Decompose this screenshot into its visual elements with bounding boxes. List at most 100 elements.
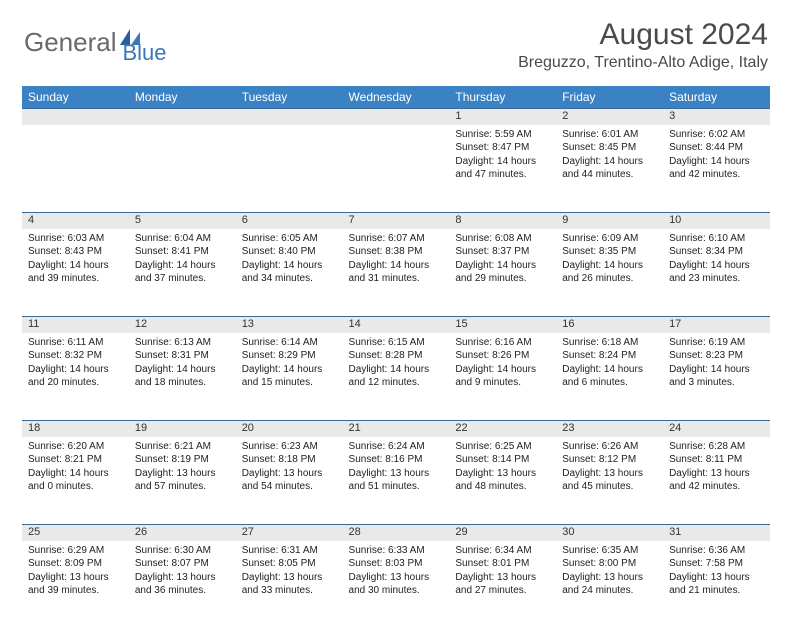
sunrise-line: Sunrise: 6:07 AM bbox=[349, 232, 444, 246]
day-number: 30 bbox=[556, 525, 663, 541]
daylight-line: Daylight: 14 hours and 29 minutes. bbox=[455, 259, 550, 286]
daynum-row: 45678910 bbox=[22, 213, 770, 229]
day-number bbox=[343, 109, 450, 125]
day-number: 9 bbox=[556, 213, 663, 229]
sunrise-line: Sunrise: 6:15 AM bbox=[349, 336, 444, 350]
sunrise-line: Sunrise: 6:21 AM bbox=[135, 440, 230, 454]
day-number: 21 bbox=[343, 421, 450, 437]
daylight-line: Daylight: 14 hours and 18 minutes. bbox=[135, 363, 230, 390]
sunrise-line: Sunrise: 6:10 AM bbox=[669, 232, 764, 246]
day-number: 10 bbox=[663, 213, 770, 229]
sunset-line: Sunset: 8:26 PM bbox=[455, 349, 550, 363]
day-cell: Sunrise: 6:28 AMSunset: 8:11 PMDaylight:… bbox=[663, 437, 770, 525]
header: General Blue August 2024 Breguzzo, Trent… bbox=[0, 0, 792, 80]
daylight-line: Daylight: 14 hours and 44 minutes. bbox=[562, 155, 657, 182]
weekday-header: Saturday bbox=[663, 86, 770, 109]
day-cell: Sunrise: 6:09 AMSunset: 8:35 PMDaylight:… bbox=[556, 229, 663, 317]
sunrise-line: Sunrise: 6:28 AM bbox=[669, 440, 764, 454]
sunrise-line: Sunrise: 6:34 AM bbox=[455, 544, 550, 558]
data-row: Sunrise: 6:03 AMSunset: 8:43 PMDaylight:… bbox=[22, 229, 770, 317]
day-number: 14 bbox=[343, 317, 450, 333]
day-number: 25 bbox=[22, 525, 129, 541]
daylight-line: Daylight: 13 hours and 21 minutes. bbox=[669, 571, 764, 598]
sunrise-line: Sunrise: 6:14 AM bbox=[242, 336, 337, 350]
sunset-line: Sunset: 8:23 PM bbox=[669, 349, 764, 363]
day-number: 26 bbox=[129, 525, 236, 541]
sunrise-line: Sunrise: 6:31 AM bbox=[242, 544, 337, 558]
sunrise-line: Sunrise: 6:36 AM bbox=[669, 544, 764, 558]
weekday-header: Friday bbox=[556, 86, 663, 109]
day-number bbox=[129, 109, 236, 125]
month-title: August 2024 bbox=[518, 18, 768, 52]
sunset-line: Sunset: 8:37 PM bbox=[455, 245, 550, 259]
day-number: 20 bbox=[236, 421, 343, 437]
sunrise-line: Sunrise: 6:05 AM bbox=[242, 232, 337, 246]
sunrise-line: Sunrise: 6:26 AM bbox=[562, 440, 657, 454]
daylight-line: Daylight: 14 hours and 0 minutes. bbox=[28, 467, 123, 494]
sunset-line: Sunset: 8:07 PM bbox=[135, 557, 230, 571]
sunset-line: Sunset: 8:09 PM bbox=[28, 557, 123, 571]
daynum-row: 11121314151617 bbox=[22, 317, 770, 333]
sunset-line: Sunset: 8:12 PM bbox=[562, 453, 657, 467]
daylight-line: Daylight: 14 hours and 6 minutes. bbox=[562, 363, 657, 390]
daynum-row: 25262728293031 bbox=[22, 525, 770, 541]
day-cell: Sunrise: 6:36 AMSunset: 7:58 PMDaylight:… bbox=[663, 541, 770, 629]
sunset-line: Sunset: 8:32 PM bbox=[28, 349, 123, 363]
day-cell bbox=[129, 125, 236, 213]
calendar-table: SundayMondayTuesdayWednesdayThursdayFrid… bbox=[22, 86, 770, 629]
day-number: 13 bbox=[236, 317, 343, 333]
weekday-header: Wednesday bbox=[343, 86, 450, 109]
sunset-line: Sunset: 8:35 PM bbox=[562, 245, 657, 259]
daylight-line: Daylight: 13 hours and 24 minutes. bbox=[562, 571, 657, 598]
day-number: 8 bbox=[449, 213, 556, 229]
daylight-line: Daylight: 13 hours and 45 minutes. bbox=[562, 467, 657, 494]
sunset-line: Sunset: 8:45 PM bbox=[562, 141, 657, 155]
day-cell: Sunrise: 6:19 AMSunset: 8:23 PMDaylight:… bbox=[663, 333, 770, 421]
day-number: 1 bbox=[449, 109, 556, 125]
logo-text-blue: Blue bbox=[123, 40, 167, 66]
day-cell bbox=[236, 125, 343, 213]
sunrise-line: Sunrise: 6:01 AM bbox=[562, 128, 657, 142]
weekday-header: Thursday bbox=[449, 86, 556, 109]
day-cell: Sunrise: 6:13 AMSunset: 8:31 PMDaylight:… bbox=[129, 333, 236, 421]
sunset-line: Sunset: 8:34 PM bbox=[669, 245, 764, 259]
day-cell: Sunrise: 6:34 AMSunset: 8:01 PMDaylight:… bbox=[449, 541, 556, 629]
daylight-line: Daylight: 14 hours and 39 minutes. bbox=[28, 259, 123, 286]
daylight-line: Daylight: 13 hours and 36 minutes. bbox=[135, 571, 230, 598]
sunset-line: Sunset: 8:44 PM bbox=[669, 141, 764, 155]
daylight-line: Daylight: 14 hours and 20 minutes. bbox=[28, 363, 123, 390]
day-cell: Sunrise: 6:15 AMSunset: 8:28 PMDaylight:… bbox=[343, 333, 450, 421]
day-cell: Sunrise: 6:10 AMSunset: 8:34 PMDaylight:… bbox=[663, 229, 770, 317]
day-cell: Sunrise: 6:35 AMSunset: 8:00 PMDaylight:… bbox=[556, 541, 663, 629]
day-number: 24 bbox=[663, 421, 770, 437]
day-number bbox=[236, 109, 343, 125]
day-number: 31 bbox=[663, 525, 770, 541]
daylight-line: Daylight: 14 hours and 47 minutes. bbox=[455, 155, 550, 182]
sunset-line: Sunset: 8:24 PM bbox=[562, 349, 657, 363]
sunrise-line: Sunrise: 6:11 AM bbox=[28, 336, 123, 350]
day-number: 23 bbox=[556, 421, 663, 437]
weekday-header: Tuesday bbox=[236, 86, 343, 109]
daylight-line: Daylight: 13 hours and 51 minutes. bbox=[349, 467, 444, 494]
sunset-line: Sunset: 8:43 PM bbox=[28, 245, 123, 259]
sunset-line: Sunset: 8:19 PM bbox=[135, 453, 230, 467]
sunrise-line: Sunrise: 6:02 AM bbox=[669, 128, 764, 142]
day-cell: Sunrise: 6:07 AMSunset: 8:38 PMDaylight:… bbox=[343, 229, 450, 317]
day-number: 16 bbox=[556, 317, 663, 333]
day-cell: Sunrise: 6:08 AMSunset: 8:37 PMDaylight:… bbox=[449, 229, 556, 317]
weekday-header: Monday bbox=[129, 86, 236, 109]
day-number: 27 bbox=[236, 525, 343, 541]
daylight-line: Daylight: 13 hours and 48 minutes. bbox=[455, 467, 550, 494]
daylight-line: Daylight: 14 hours and 34 minutes. bbox=[242, 259, 337, 286]
sunrise-line: Sunrise: 6:09 AM bbox=[562, 232, 657, 246]
title-block: August 2024 Breguzzo, Trentino-Alto Adig… bbox=[518, 18, 768, 72]
sunset-line: Sunset: 7:58 PM bbox=[669, 557, 764, 571]
data-row: Sunrise: 6:20 AMSunset: 8:21 PMDaylight:… bbox=[22, 437, 770, 525]
day-number: 12 bbox=[129, 317, 236, 333]
day-cell: Sunrise: 6:16 AMSunset: 8:26 PMDaylight:… bbox=[449, 333, 556, 421]
sunrise-line: Sunrise: 6:08 AM bbox=[455, 232, 550, 246]
data-row: Sunrise: 5:59 AMSunset: 8:47 PMDaylight:… bbox=[22, 125, 770, 213]
sunset-line: Sunset: 8:11 PM bbox=[669, 453, 764, 467]
day-cell: Sunrise: 6:30 AMSunset: 8:07 PMDaylight:… bbox=[129, 541, 236, 629]
day-number: 19 bbox=[129, 421, 236, 437]
